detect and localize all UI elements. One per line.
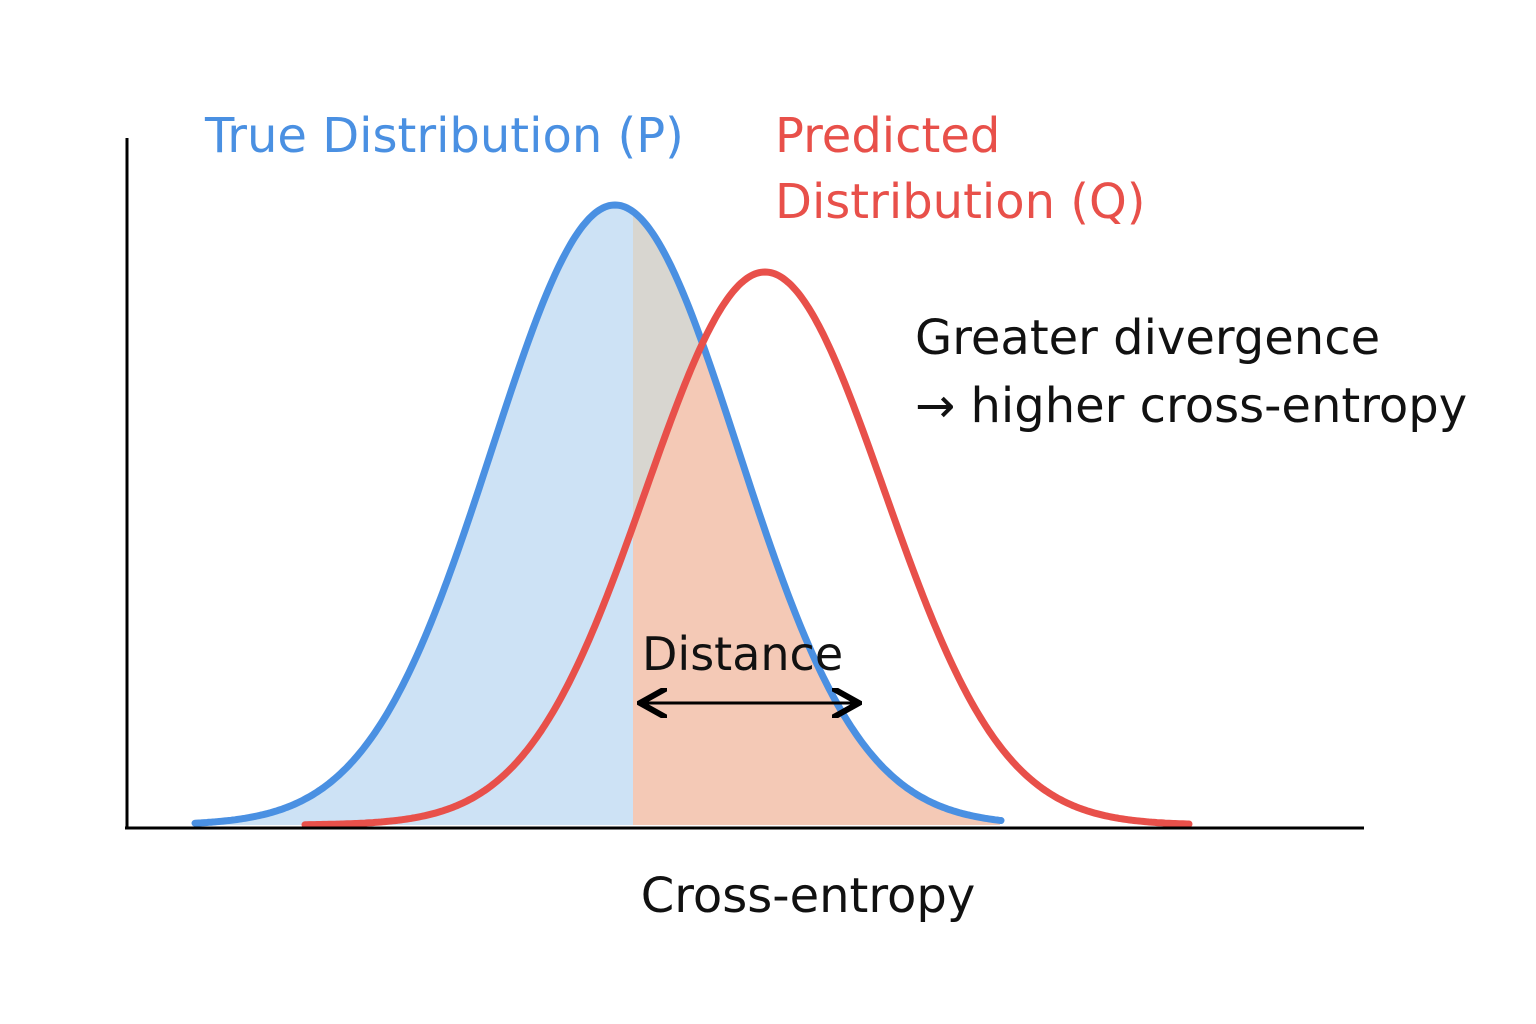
annotation: Greater divergence	[915, 310, 1380, 366]
distance-label: Distance	[642, 627, 843, 681]
fills	[195, 205, 1000, 826]
true-curve	[191, 201, 1005, 827]
annotation: → higher cross-entropy	[915, 378, 1467, 434]
true-area	[195, 205, 633, 825]
predicted-label: Distribution (Q)	[775, 174, 1146, 230]
predicted-curve	[301, 268, 1193, 829]
x-axis-label: Cross-entropy	[641, 868, 976, 924]
curves	[191, 201, 1193, 829]
predicted-label: Predicted	[775, 108, 1000, 164]
true-distribution-label: True Distribution (P)	[204, 108, 684, 164]
